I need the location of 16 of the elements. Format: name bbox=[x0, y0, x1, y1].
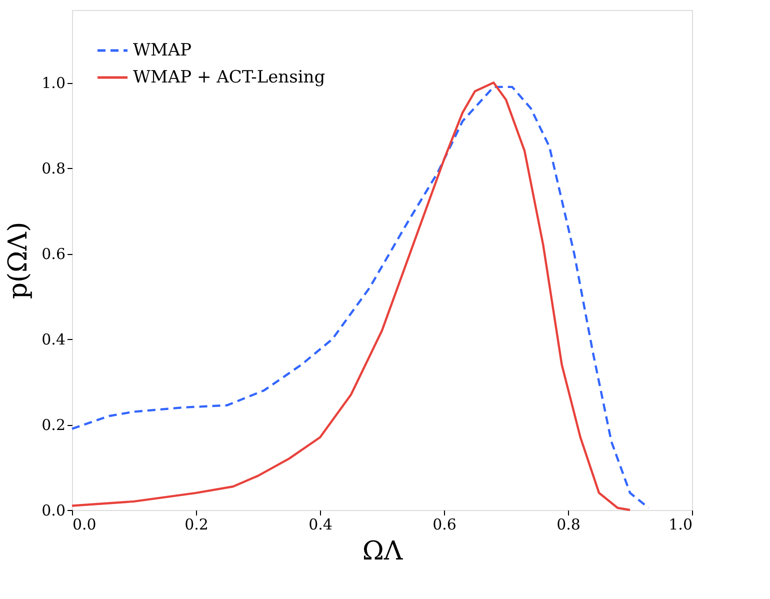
x-tick-label: 0.0 bbox=[72, 516, 96, 534]
x-tick-label: 0.4 bbox=[308, 516, 332, 534]
x-axis-title: ΩΛ bbox=[362, 536, 404, 566]
legend-label: WMAP + ACT-Lensing bbox=[133, 68, 326, 88]
y-tick-label: 0.0 bbox=[42, 502, 66, 520]
y-tick-label: 1.0 bbox=[42, 74, 66, 92]
x-tick-label: 0.8 bbox=[556, 516, 580, 534]
legend-label: WMAP bbox=[133, 40, 192, 60]
y-tick-label: 0.6 bbox=[42, 245, 66, 264]
y-tick-label: 0.2 bbox=[42, 416, 66, 434]
x-tick-label: 0.2 bbox=[184, 516, 208, 534]
x-tick-label: 0.6 bbox=[432, 516, 456, 534]
y-axis-title: p(ΩΛ) bbox=[4, 222, 34, 300]
x-tick-label: 1.0 bbox=[668, 516, 692, 534]
y-tick-label: 0.4 bbox=[42, 330, 66, 349]
y-tick-label: 0.8 bbox=[42, 160, 66, 178]
